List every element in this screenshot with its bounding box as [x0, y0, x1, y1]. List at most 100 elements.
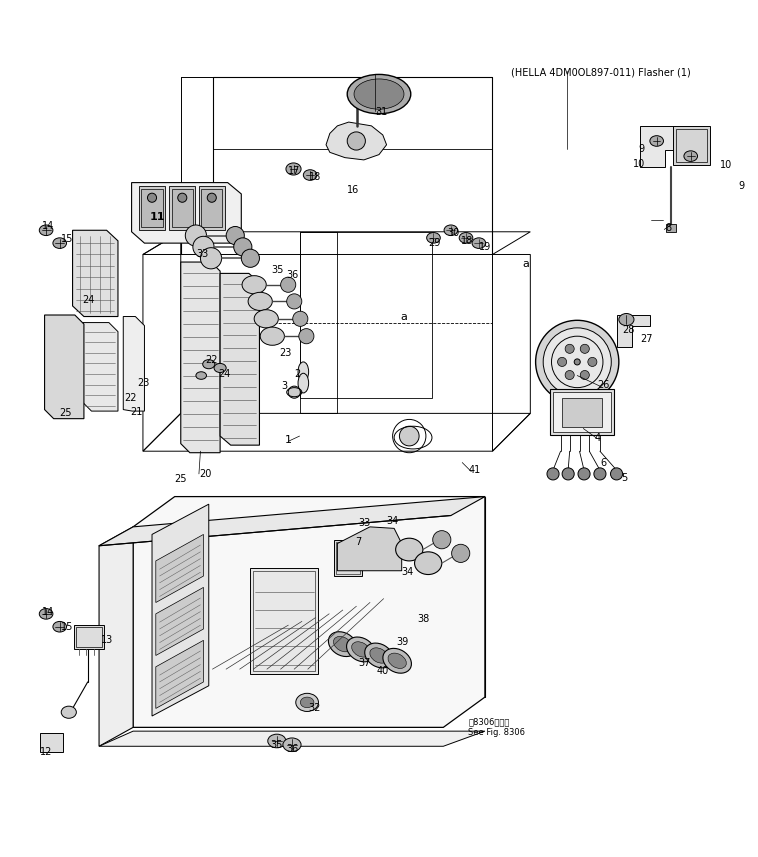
Ellipse shape	[396, 538, 423, 561]
Ellipse shape	[283, 738, 301, 752]
Text: 31: 31	[375, 107, 387, 117]
Ellipse shape	[347, 75, 411, 114]
Polygon shape	[156, 640, 203, 709]
Text: 30: 30	[447, 228, 459, 238]
Circle shape	[148, 193, 157, 202]
Text: (HELLA 4DM0OL897-011) Flasher (1): (HELLA 4DM0OL897-011) Flasher (1)	[512, 68, 691, 78]
Ellipse shape	[427, 232, 440, 243]
Circle shape	[399, 426, 419, 446]
Text: 20: 20	[199, 469, 212, 479]
Ellipse shape	[296, 693, 318, 711]
Circle shape	[594, 468, 606, 480]
Text: 4: 4	[594, 433, 601, 442]
Ellipse shape	[444, 225, 458, 236]
Ellipse shape	[383, 649, 412, 674]
Bar	[40, 734, 63, 752]
Polygon shape	[45, 315, 84, 419]
Text: 33: 33	[196, 249, 208, 260]
Text: 22: 22	[205, 356, 218, 365]
Text: 3: 3	[281, 381, 287, 391]
Text: 9: 9	[638, 144, 644, 153]
Bar	[553, 393, 611, 432]
Ellipse shape	[388, 653, 406, 668]
Polygon shape	[124, 316, 145, 411]
Text: 37: 37	[358, 658, 370, 668]
Text: 10: 10	[632, 159, 645, 169]
Polygon shape	[83, 322, 118, 411]
Polygon shape	[152, 504, 208, 716]
Polygon shape	[156, 535, 203, 602]
Ellipse shape	[370, 648, 388, 663]
Ellipse shape	[293, 311, 308, 327]
Bar	[201, 189, 222, 227]
Bar	[550, 389, 614, 434]
Ellipse shape	[346, 637, 375, 662]
Text: 15: 15	[61, 621, 74, 632]
Polygon shape	[640, 126, 704, 167]
Circle shape	[241, 249, 259, 267]
Text: 18: 18	[461, 236, 473, 246]
Circle shape	[578, 468, 590, 480]
Text: 40: 40	[377, 666, 389, 675]
Circle shape	[288, 387, 300, 399]
Ellipse shape	[202, 360, 215, 369]
Ellipse shape	[53, 621, 67, 632]
Ellipse shape	[415, 552, 442, 574]
Ellipse shape	[351, 86, 363, 95]
Circle shape	[565, 345, 575, 353]
Text: 35: 35	[270, 740, 283, 750]
Text: 11: 11	[150, 212, 165, 222]
Ellipse shape	[328, 632, 357, 656]
Ellipse shape	[254, 309, 278, 328]
Text: 34: 34	[387, 516, 399, 526]
Ellipse shape	[433, 530, 451, 548]
Text: 25: 25	[174, 474, 187, 484]
Text: 23: 23	[138, 378, 150, 388]
Bar	[334, 540, 362, 576]
Ellipse shape	[286, 163, 301, 175]
Polygon shape	[139, 186, 165, 230]
Ellipse shape	[334, 637, 352, 652]
Text: 29: 29	[428, 238, 440, 249]
Ellipse shape	[260, 327, 284, 345]
Circle shape	[185, 225, 206, 246]
Ellipse shape	[650, 135, 663, 147]
Circle shape	[207, 193, 216, 202]
Text: 35: 35	[271, 265, 284, 274]
Polygon shape	[133, 496, 485, 728]
Text: 10: 10	[720, 160, 732, 171]
Bar	[666, 225, 676, 231]
Ellipse shape	[303, 170, 317, 180]
Ellipse shape	[242, 276, 266, 294]
Text: 14: 14	[42, 607, 55, 616]
Circle shape	[575, 359, 581, 365]
Polygon shape	[220, 273, 259, 445]
Text: 34: 34	[402, 567, 414, 578]
Text: 32: 32	[308, 704, 320, 713]
Ellipse shape	[619, 314, 634, 326]
Circle shape	[200, 248, 221, 269]
Ellipse shape	[61, 706, 77, 718]
Bar	[336, 542, 360, 574]
Text: 36: 36	[287, 270, 299, 280]
Ellipse shape	[196, 372, 206, 380]
Polygon shape	[156, 587, 203, 656]
Bar	[172, 189, 193, 227]
Text: 2: 2	[294, 369, 300, 379]
Circle shape	[347, 132, 365, 150]
Circle shape	[536, 321, 619, 404]
Text: 1: 1	[284, 434, 291, 445]
Polygon shape	[337, 527, 402, 571]
Bar	[562, 399, 602, 427]
Ellipse shape	[472, 238, 486, 249]
Circle shape	[558, 357, 567, 367]
Text: 28: 28	[622, 325, 635, 335]
Text: 9: 9	[738, 182, 744, 191]
Text: 16: 16	[346, 185, 359, 195]
Ellipse shape	[299, 328, 314, 344]
Bar	[142, 189, 163, 227]
Text: 41: 41	[469, 465, 481, 475]
Text: 表8306図参照: 表8306図参照	[468, 717, 509, 727]
Text: 25: 25	[59, 409, 71, 418]
Circle shape	[610, 468, 622, 480]
